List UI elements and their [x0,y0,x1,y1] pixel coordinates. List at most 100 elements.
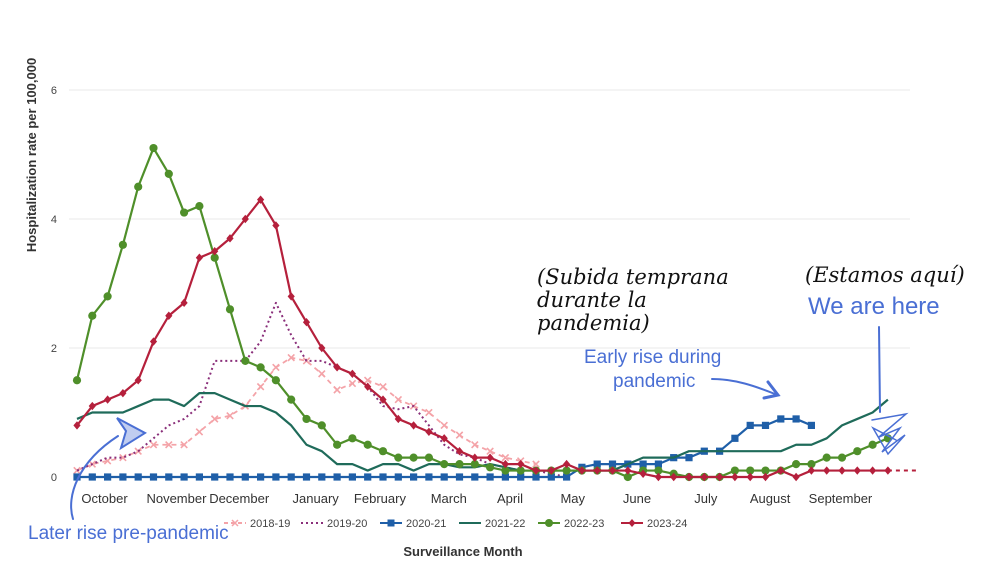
series-line [76,301,567,478]
data-point [226,234,234,243]
data-point [807,460,816,469]
data-point [394,453,403,462]
data-point [486,473,494,481]
data-point [364,473,372,481]
data-point [562,466,571,475]
data-point [287,353,295,362]
data-point [348,434,357,443]
data-point [378,447,388,456]
legend-label: 2023-24 [647,518,687,530]
data-point [440,421,448,430]
data-point [134,376,142,385]
legend-marker [387,519,395,527]
legend-label: 2020-21 [406,518,446,530]
series-2019-20 [76,301,567,478]
data-point [731,472,739,482]
data-point [532,466,540,475]
legend-item-2020-21: 2020-21 [380,518,446,530]
early-rise-arrowhead [762,380,781,400]
data-point [746,466,755,475]
data-point [88,401,96,411]
legend-label: 2019-20 [327,518,367,530]
x-tick-label: July [694,491,718,506]
legend-marker [231,519,239,527]
data-point [471,473,479,481]
data-point [149,143,158,153]
data-point [792,472,800,482]
data-point [501,466,510,475]
data-point [348,473,356,481]
x-tick-label: September [809,491,873,506]
later-rise-arrow [70,435,119,520]
data-point [792,460,801,469]
data-point [272,221,280,230]
data-point [547,473,555,481]
x-tick-label: April [497,491,523,506]
data-point [318,473,326,481]
data-point [149,440,158,449]
data-point [440,460,449,469]
annotation-arrows [70,326,909,520]
data-point [272,473,280,481]
data-point [654,460,662,468]
data-point [425,427,433,437]
data-point [195,202,204,211]
data-point [654,472,662,482]
data-point [348,379,357,388]
data-point [88,311,97,320]
data-point [165,311,173,320]
data-point [792,415,800,423]
data-point [394,473,402,481]
data-point [257,195,265,204]
data-point [501,453,510,462]
data-point [486,447,494,455]
data-point [410,421,418,430]
annotation-es-we-are-here: (Estamos aquí) [805,263,965,287]
data-point [578,466,586,475]
annotation-later-rise: Later rise pre-pandemic [28,523,229,544]
y-tick-label: 2 [51,343,57,355]
legend-marker [628,519,636,527]
data-point [761,466,770,475]
data-point [119,388,127,398]
data-point [364,382,372,391]
data-point [869,466,877,475]
data-point [195,473,203,481]
data-point [823,466,831,475]
y-tick-label: 4 [51,214,57,226]
gridlines [69,89,910,349]
legend-label: 2021-22 [485,518,525,530]
data-point [363,376,372,385]
data-point [272,363,280,372]
legend-label: 2018-19 [250,518,290,530]
data-point [777,466,785,475]
early-rise-arrow [711,378,776,395]
series-lines [72,143,919,482]
data-point [731,434,739,442]
data-point [256,363,265,372]
legend: 2018-19 2019-20 2020-21 2021-22 2022-23 2023-… [224,518,687,530]
data-point [608,466,617,475]
annotation-early-rise-2: pandemic [613,371,695,392]
data-point [180,440,188,449]
data-point [333,363,341,372]
data-point [501,473,509,481]
data-point [195,428,204,436]
data-point [455,460,464,469]
x-tick-label: June [623,491,651,506]
data-point [302,414,311,424]
annotation-es-early-rise-2: durante la [537,288,647,312]
data-point [73,421,81,430]
data-point [563,473,571,481]
data-point [302,318,311,327]
data-point [379,473,387,481]
data-point [486,453,494,462]
data-point [440,434,448,443]
data-point [134,182,143,191]
data-point [853,466,861,475]
data-point [410,473,418,481]
legend-label: 2022-23 [564,518,604,530]
data-point [333,473,341,481]
data-point [180,298,188,308]
